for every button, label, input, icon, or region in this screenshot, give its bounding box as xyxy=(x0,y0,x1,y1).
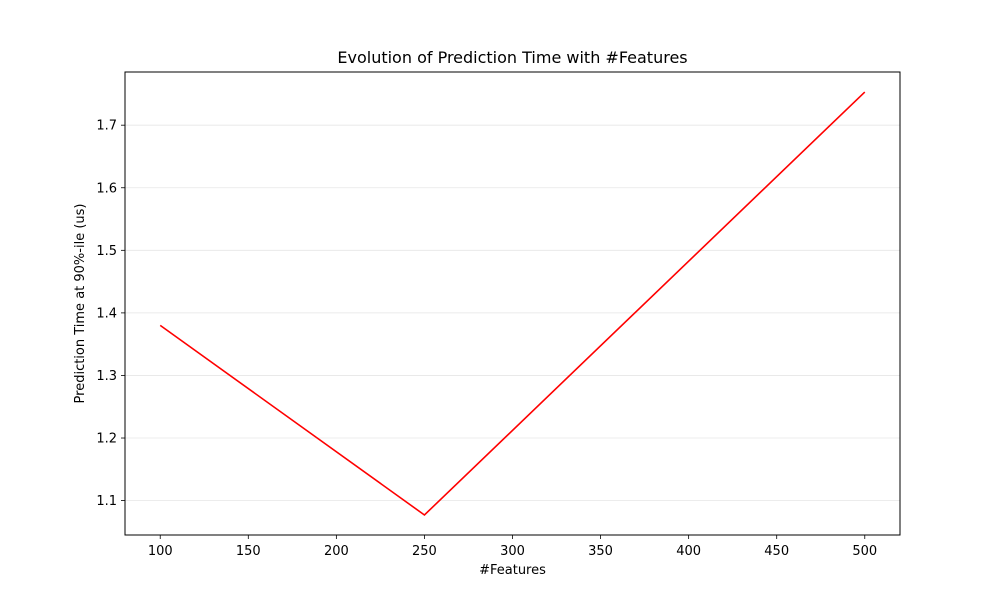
chart-title: Evolution of Prediction Time with #Featu… xyxy=(337,48,687,67)
x-tick-label: 200 xyxy=(324,544,349,559)
y-tick-label: 1.5 xyxy=(96,244,117,259)
x-tick-label: 150 xyxy=(236,544,261,559)
x-tick-label: 350 xyxy=(588,544,613,559)
y-tick-label: 1.2 xyxy=(96,432,117,447)
x-tick-label: 500 xyxy=(852,544,877,559)
gridlines xyxy=(125,124,900,501)
y-tick-label: 1.1 xyxy=(96,494,117,509)
y-axis-label: Prediction Time at 90%-ile (us) xyxy=(73,204,88,404)
y-tick-label: 1.4 xyxy=(96,306,117,321)
x-tick-label: 250 xyxy=(412,544,437,559)
series-lines xyxy=(159,91,866,517)
series-line-1 xyxy=(159,91,866,517)
x-tick-label: 450 xyxy=(764,544,789,559)
x-axis-ticks: 100 150 200 250 300 350 400 450 500 xyxy=(148,535,877,559)
y-tick-label: 1.6 xyxy=(96,181,117,196)
x-axis-label: #Features xyxy=(479,563,546,578)
y-tick-label: 1.7 xyxy=(96,119,117,134)
x-tick-label: 400 xyxy=(676,544,701,559)
y-axis-ticks: 1.1 1.2 1.3 1.4 1.5 1.6 1.7 xyxy=(96,119,125,509)
x-tick-label: 300 xyxy=(500,544,525,559)
x-tick-label: 100 xyxy=(148,544,173,559)
y-tick-label: 1.3 xyxy=(96,369,117,384)
